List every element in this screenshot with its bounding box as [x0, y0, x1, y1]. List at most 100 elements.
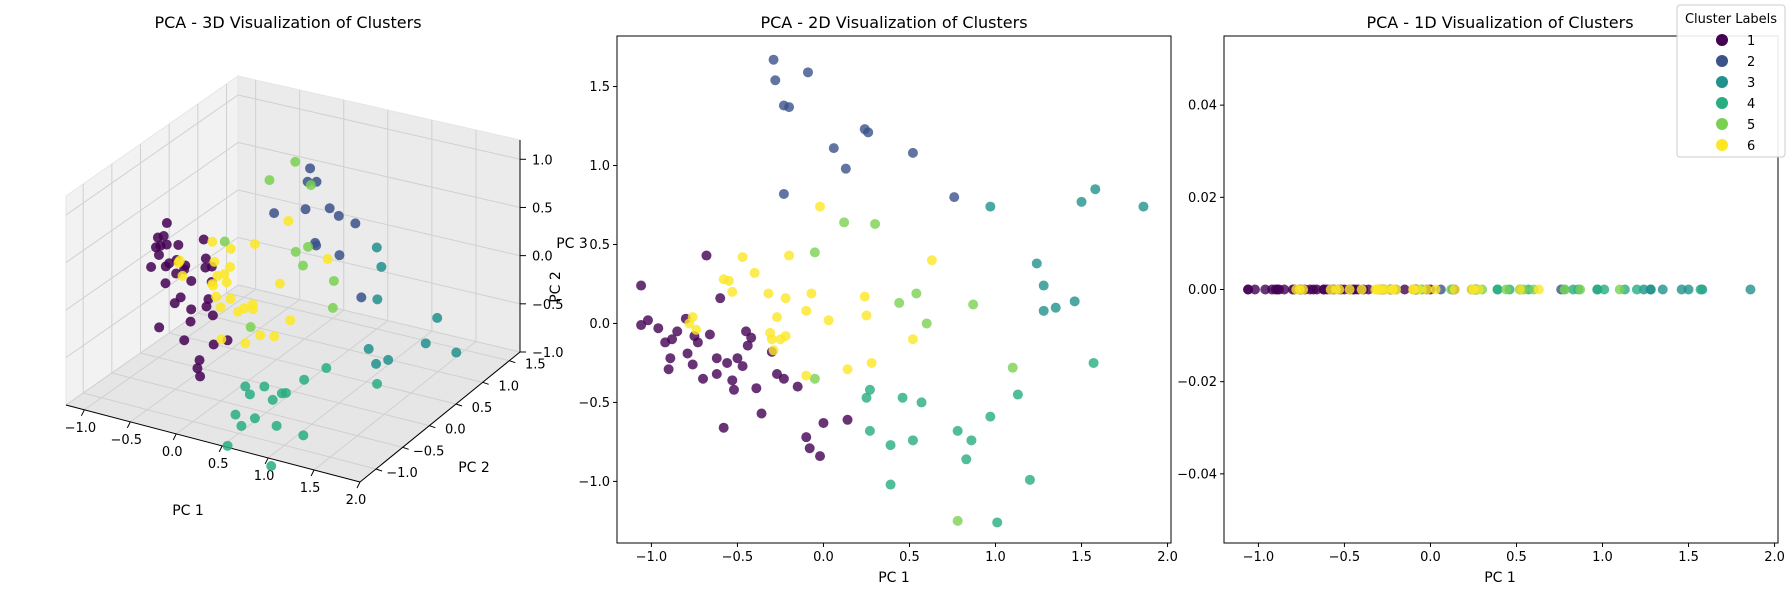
point-3d-cluster-1 [194, 355, 205, 366]
point-1d-cluster-1 [1399, 284, 1410, 295]
point-2d-cluster-6 [861, 310, 872, 321]
point-3d-cluster-1 [200, 253, 211, 264]
point-3d-cluster-5 [297, 260, 308, 271]
y-tick-label-1d: 0.00 [1188, 283, 1217, 298]
point-2d-cluster-2 [828, 143, 839, 154]
point-3d-cluster-1 [161, 218, 172, 229]
z-tick-label-3d: 1.0 [532, 153, 553, 168]
point-3d-cluster-1 [153, 249, 164, 260]
x-tick-3d [126, 421, 131, 429]
point-1d-cluster-3 [1676, 284, 1687, 295]
point-1d-cluster-1 [1363, 284, 1374, 295]
point-3d-cluster-5 [245, 322, 256, 333]
point-3d-cluster-4 [249, 413, 260, 424]
point-2d-cluster-3 [1069, 296, 1080, 307]
z-tick-label-3d: 0.5 [532, 201, 553, 216]
x-tick-3d [310, 469, 315, 477]
point-2d-cluster-4 [1088, 357, 1099, 368]
point-1d-cluster-6 [1514, 284, 1525, 295]
x-tick-3d [172, 433, 177, 441]
z-tick-label-3d: −1.0 [532, 346, 564, 361]
point-2d-cluster-1 [751, 383, 762, 394]
point-2d-cluster-1 [682, 348, 693, 359]
x-tick-label-3d: 2.0 [346, 493, 367, 508]
y-tick-label-2d: 0.0 [589, 317, 610, 332]
x-tick-label-2d: 1.5 [1071, 550, 1092, 565]
point-3d-cluster-1 [203, 294, 214, 305]
point-2d-cluster-1 [663, 364, 674, 375]
point-2d-cluster-4 [1024, 474, 1035, 485]
point-2d-cluster-5 [968, 299, 979, 310]
point-2d-cluster-4 [861, 392, 872, 403]
point-3d-cluster-2 [305, 163, 316, 174]
point-2d-cluster-2 [840, 163, 851, 174]
point-2d-cluster-2 [863, 127, 874, 138]
legend-label-5: 5 [1747, 118, 1755, 133]
point-2d-cluster-1 [842, 414, 853, 425]
y-tick-label-3d: 0.5 [472, 401, 493, 416]
point-1d-cluster-1 [1249, 284, 1260, 295]
y-tick-label-2d: 1.5 [589, 80, 610, 95]
grid-3d-z-back [237, 189, 521, 257]
grid-3d-x [267, 330, 433, 459]
point-3d-cluster-1 [207, 310, 218, 321]
point-2d-cluster-1 [704, 329, 715, 340]
point-3d-cluster-2 [333, 210, 344, 221]
point-2d-cluster-1 [737, 361, 748, 372]
point-2d-cluster-6 [723, 275, 734, 286]
point-2d-cluster-6 [727, 286, 738, 297]
point-3d-cluster-6 [249, 239, 260, 250]
point-2d-cluster-2 [802, 67, 813, 78]
point-2d-cluster-1 [732, 353, 743, 364]
legend-label-4: 4 [1747, 97, 1755, 112]
point-2d-cluster-5 [809, 247, 820, 258]
point-3d-cluster-4 [236, 420, 247, 431]
point-3d-cluster-1 [161, 239, 172, 250]
point-2d-cluster-1 [778, 373, 789, 384]
point-2d-cluster-5 [894, 297, 905, 308]
point-3d-cluster-3 [420, 338, 431, 349]
point-3d-cluster-5 [290, 156, 301, 167]
point-3d-cluster-5 [328, 275, 339, 286]
point-2d-cluster-6 [737, 252, 748, 263]
y-tick-label-3d: −0.5 [413, 444, 445, 459]
point-3d-cluster-5 [303, 241, 314, 252]
point-1d-cluster-1 [1260, 284, 1271, 295]
point-2d-cluster-6 [691, 324, 702, 335]
point-3d-cluster-5 [327, 302, 338, 313]
point-3d-cluster-4 [259, 381, 270, 392]
point-3d-cluster-3 [372, 294, 383, 305]
point-3d-cluster-6 [174, 255, 185, 266]
point-2d-cluster-4 [907, 435, 918, 446]
point-1d-cluster-3 [1683, 284, 1694, 295]
point-3d-cluster-6 [225, 243, 236, 254]
legend-label-6: 6 [1747, 139, 1755, 154]
x-tick-label-3d: 0.5 [208, 457, 229, 472]
point-2d-cluster-4 [885, 479, 896, 490]
point-3d-cluster-4 [240, 381, 251, 392]
grid-3d-y [111, 372, 403, 448]
y-tick-label-1d: −0.04 [1177, 467, 1217, 482]
point-2d-cluster-6 [823, 315, 834, 326]
point-2d-cluster-4 [992, 517, 1003, 528]
point-3d-cluster-6 [283, 216, 294, 227]
point-2d-cluster-3 [1038, 305, 1049, 316]
point-2d-cluster-6 [780, 293, 791, 304]
point-3d-cluster-6 [219, 269, 230, 280]
point-3d-cluster-6 [221, 277, 232, 288]
point-1d-cluster-4 [1695, 284, 1706, 295]
point-1d-cluster-5 [1559, 284, 1570, 295]
point-3d-cluster-6 [274, 278, 285, 289]
y-tick-3d [402, 446, 409, 450]
x-tick-3d [218, 445, 223, 453]
point-2d-cluster-6 [859, 291, 870, 302]
grid-3d-y [197, 312, 483, 383]
point-3d-cluster-2 [356, 292, 367, 303]
point-2d-cluster-6 [772, 312, 783, 323]
point-2d-cluster-4 [985, 411, 996, 422]
point-3d-cluster-3 [376, 261, 387, 272]
point-3d-cluster-2 [350, 218, 361, 229]
x-tick-3d [264, 457, 269, 465]
x-tick-label-1d: 0.5 [1506, 550, 1527, 565]
point-3d-cluster-1 [200, 262, 211, 273]
